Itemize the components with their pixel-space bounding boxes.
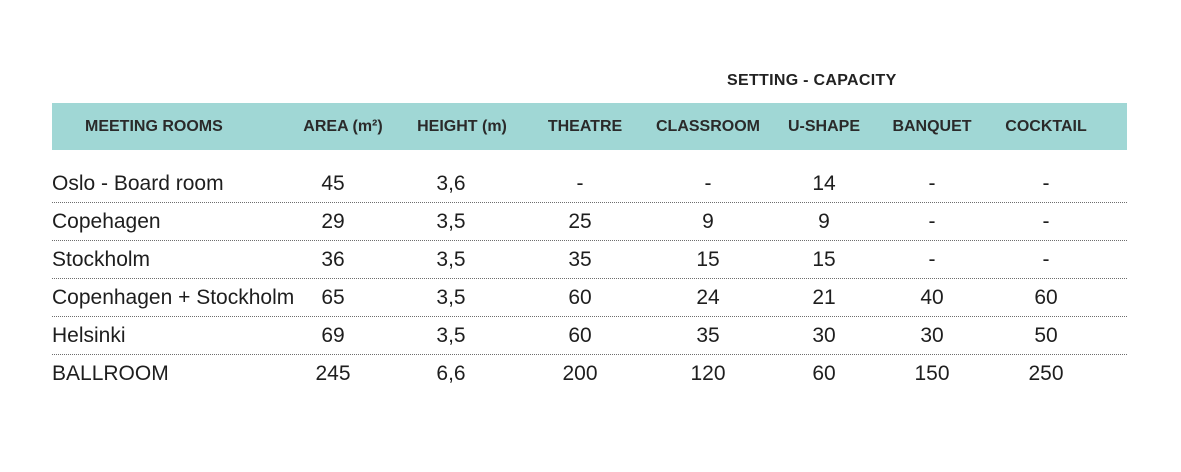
room-classroom: 24 [696,286,720,309]
room-banquet: - [928,172,936,195]
room-theatre: 60 [568,286,592,309]
room-theatre: 25 [568,210,592,233]
room-u-shape: 30 [812,324,836,347]
room-banquet: 150 [914,362,950,385]
header-u-shape: U-SHAPE [787,118,861,135]
room-theatre: - [576,172,584,195]
room-area: 36 [321,248,345,271]
table-row: Helsinki 69 3,5 60 35 30 30 50 [52,317,1127,355]
room-area: 245 [315,362,351,385]
meeting-rooms-table: Oslo - Board room 45 3,6 - - 14 - - Cope… [52,165,1127,393]
room-classroom: 35 [696,324,720,347]
room-theatre: 200 [562,362,598,385]
room-area: 65 [321,286,345,309]
room-height: 3,5 [436,210,466,233]
room-u-shape: 15 [812,248,836,271]
room-height: 6,6 [436,362,466,385]
room-height: 3,5 [436,286,466,309]
room-height: 3,5 [436,324,466,347]
room-u-shape: 14 [812,172,836,195]
header-classroom: CLASSROOM [656,118,760,135]
room-theatre: 35 [568,248,592,271]
room-cocktail: 60 [1034,286,1058,309]
table-header: MEETING ROOMS AREA (m²) HEIGHT (m) THEAT… [52,103,1127,150]
room-area: 69 [321,324,345,347]
room-name: Stockholm [52,248,151,271]
room-cocktail: - [1042,248,1050,271]
header-banquet: BANQUET [892,118,972,135]
room-name: Helsinki [52,324,126,347]
table-row: Oslo - Board room 45 3,6 - - 14 - - [52,165,1127,203]
room-area: 45 [321,172,345,195]
room-banquet: - [928,248,936,271]
header-area: AREA (m²) [303,118,383,135]
room-cocktail: - [1042,210,1050,233]
header-theatre: THEATRE [547,118,623,135]
room-cocktail: 50 [1034,324,1058,347]
room-u-shape: 60 [812,362,836,385]
header-cocktail: COCKTAIL [1005,118,1087,135]
room-name: BALLROOM [52,362,169,385]
room-u-shape: 21 [812,286,836,309]
room-area: 29 [321,210,345,233]
room-height: 3,6 [436,172,466,195]
room-classroom: 120 [690,362,726,385]
room-classroom: 15 [696,248,720,271]
room-classroom: 9 [702,210,714,233]
room-height: 3,5 [436,248,466,271]
room-banquet: - [928,210,936,233]
table-row: Copenhagen + Stockholm 65 3,5 60 24 21 4… [52,279,1127,317]
room-cocktail: - [1042,172,1050,195]
room-banquet: 40 [920,286,944,309]
room-name: Copenhagen + Stockholm [52,286,295,309]
room-u-shape: 9 [818,210,830,233]
header-height: HEIGHT (m) [417,118,507,135]
header-meeting-rooms: MEETING ROOMS [85,118,223,135]
room-banquet: 30 [920,324,944,347]
table-row: BALLROOM 245 6,6 200 120 60 150 250 [52,355,1127,393]
table-row: Stockholm 36 3,5 35 15 15 - - [52,241,1127,279]
room-cocktail: 250 [1028,362,1064,385]
room-name: Oslo - Board room [52,172,224,195]
table-row: Copehagen 29 3,5 25 9 9 - - [52,203,1127,241]
room-theatre: 60 [568,324,592,347]
setting-capacity-title: SETTING - CAPACITY [727,72,897,89]
room-classroom: - [704,172,712,195]
room-name: Copehagen [52,210,161,233]
